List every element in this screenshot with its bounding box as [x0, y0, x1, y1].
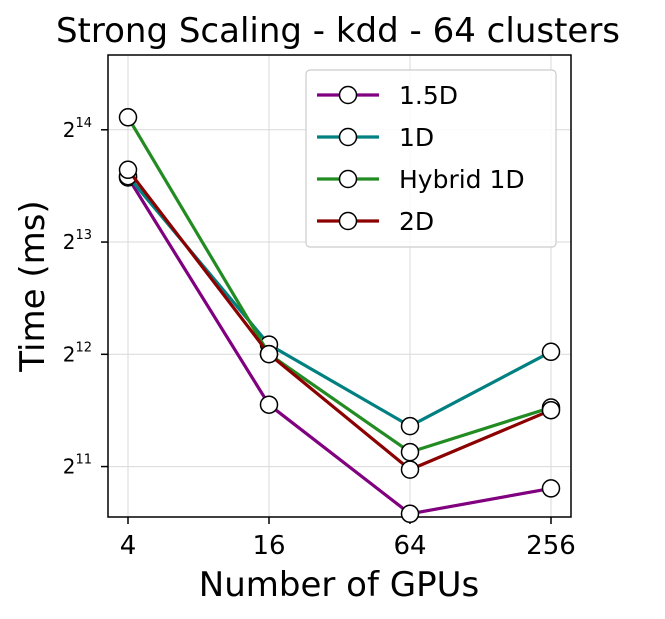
y-tick-base: 2	[63, 455, 76, 479]
legend-entry: 1D	[317, 123, 434, 152]
y-tick-label: 211	[63, 453, 92, 479]
data-point	[400, 442, 420, 462]
data-point	[118, 160, 138, 180]
series-line	[126, 176, 552, 516]
series-line	[126, 116, 552, 454]
data-point	[259, 395, 279, 414]
legend-entry: 1.5D	[317, 81, 458, 110]
data-point	[541, 342, 561, 362]
legend-marker	[338, 127, 358, 147]
legend-entry: Hybrid 1D	[317, 165, 525, 194]
x-tick-label: 16	[252, 531, 285, 561]
data-point	[541, 400, 561, 420]
series-line	[126, 168, 552, 472]
y-tick-exponent: 14	[75, 116, 92, 131]
data-point	[400, 416, 420, 436]
data-point	[400, 504, 420, 524]
x-axis-label: Number of GPUs	[199, 565, 479, 605]
y-tick-label: 212	[63, 340, 92, 366]
y-axis-label: Time (ms)	[13, 200, 53, 372]
legend-marker	[338, 169, 358, 189]
legend: 1.5D 1D Hybrid 1D 2D	[305, 69, 557, 248]
data-point	[400, 460, 420, 479]
data-point	[118, 108, 138, 127]
y-tick-exponent: 13	[75, 228, 92, 243]
legend-label: Hybrid 1D	[399, 165, 525, 194]
y-tick-exponent: 11	[75, 453, 92, 468]
x-tick-label: 64	[393, 531, 426, 561]
legend-label: 2D	[399, 207, 434, 236]
chart-title: Strong Scaling - kdd - 64 clusters	[56, 11, 620, 51]
legend-marker	[338, 211, 358, 231]
y-tick-label: 214	[63, 116, 92, 142]
y-tick-exponent: 12	[75, 340, 92, 355]
legend-box	[305, 69, 557, 248]
x-tick-label: 256	[526, 531, 576, 561]
plot-area-frame	[107, 54, 572, 518]
y-tick-base: 2	[63, 342, 76, 366]
data-point	[541, 479, 561, 498]
y-tick-base: 2	[63, 230, 76, 254]
legend-marker	[338, 85, 358, 105]
legend-entry: 2D	[317, 207, 434, 236]
y-tick-base: 2	[63, 118, 76, 142]
legend-label: 1D	[399, 123, 434, 152]
legend-label: 1.5D	[399, 81, 458, 110]
x-tick-label: 4	[120, 531, 137, 561]
series-2d	[118, 160, 561, 479]
data-point	[259, 344, 279, 364]
y-tick-label: 213	[63, 228, 92, 254]
series-layer	[118, 108, 561, 524]
